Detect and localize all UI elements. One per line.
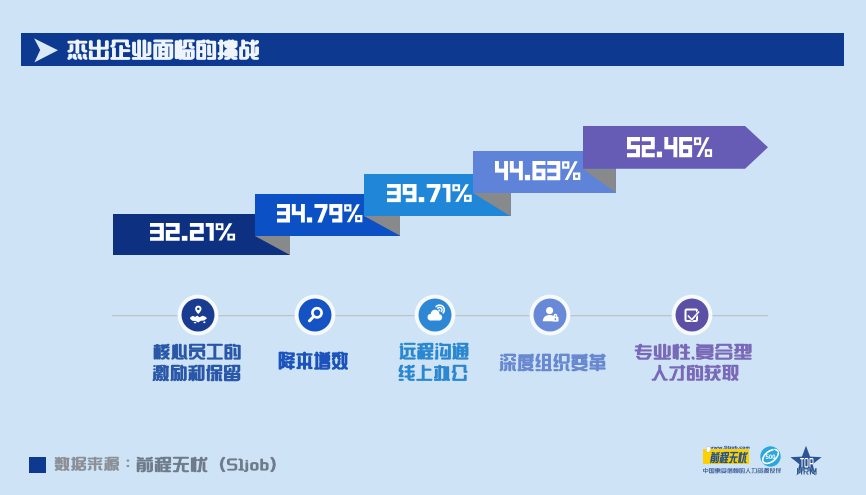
svg-text:500: 500: [765, 455, 776, 461]
